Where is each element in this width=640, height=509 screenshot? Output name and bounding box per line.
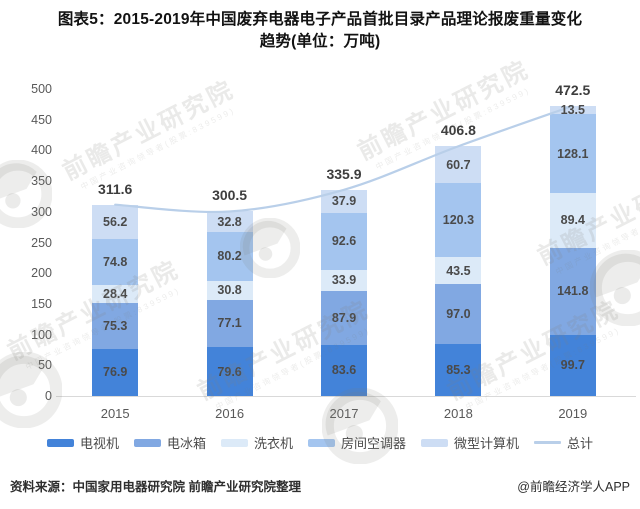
legend-label: 洗衣机 [253, 436, 293, 451]
segment-value-label: 13.5 [560, 103, 585, 118]
segment-value-label: 56.2 [103, 214, 128, 229]
chart-title-line1: 图表5：2015-2019年中国废弃电器电子产品首批目录产品理论报废重量变化 [57, 11, 583, 28]
legend-item: 微型计算机 [421, 433, 519, 452]
segment-value-label: 33.9 [331, 273, 357, 288]
segment-value-label: 89.4 [560, 213, 585, 228]
x-axis-label: 2015 [100, 406, 130, 421]
legend-swatch [133, 438, 161, 447]
legend-line-swatch [534, 441, 562, 444]
bar-segment [549, 247, 596, 335]
y-tick-label: 150 [31, 296, 52, 311]
segment-value-label: 92.6 [331, 234, 357, 249]
y-tick-label: 500 [31, 82, 52, 96]
legend-swatch [46, 438, 74, 447]
y-tick-label: 200 [31, 266, 52, 281]
legend-swatch [421, 438, 449, 447]
y-tick-label: 400 [31, 143, 52, 158]
legend-label: 电视机 [79, 436, 119, 451]
segment-value-label: 87.9 [331, 310, 357, 325]
segment-value-label: 120.3 [442, 213, 475, 228]
legend: 电视机 电冰箱 洗衣机 房间空调器 微型计算机 总计 [0, 433, 640, 452]
legend-item: 总计 [534, 433, 593, 452]
bar-segment [92, 302, 139, 349]
total-value-label: 300.5 [212, 187, 248, 204]
segment-value-label: 80.2 [217, 249, 242, 264]
segment-value-label: 74.8 [103, 255, 128, 270]
segment-value-label: 76.9 [103, 365, 128, 380]
x-axis-label: 2019 [558, 406, 588, 421]
legend-item: 电视机 [46, 433, 119, 452]
plot-area: 0 50 100 150 200 250 300 350 400 450 500 76.9 75.3 2… [0, 60, 640, 426]
x-axis-line [56, 396, 636, 397]
total-value-label: 311.6 [98, 180, 133, 197]
total-value-label: 472.5 [555, 81, 591, 98]
legend-label: 房间空调器 [341, 436, 407, 451]
segment-value-label: 37.9 [331, 194, 357, 209]
segment-value-label: 99.7 [560, 358, 585, 373]
legend-label: 微型计算机 [454, 436, 520, 451]
bar-segment [206, 211, 253, 232]
bar-segment [435, 284, 482, 344]
legend-item: 电冰箱 [133, 433, 206, 452]
credit-text: @前瞻经济学人APP [517, 480, 630, 494]
legend-label: 总计 [567, 436, 594, 451]
total-value-label: 406.8 [440, 122, 476, 139]
bar-segment [92, 239, 139, 286]
bar-segment [206, 280, 253, 300]
y-tick-label: 50 [38, 358, 52, 373]
footer: 资料来源：中国家用电器研究院 前瞻产业研究院整理 @前瞻经济学人APP [0, 476, 640, 495]
x-axis-label: 2017 [329, 406, 359, 421]
segment-value-label: 43.5 [446, 263, 471, 278]
segment-value-label: 85.3 [446, 362, 471, 377]
segment-value-label: 32.8 [217, 214, 242, 229]
y-tick-label: 0 [45, 389, 52, 403]
bar-segment [435, 257, 482, 285]
segment-value-label: 141.8 [557, 284, 589, 299]
bar-segment [435, 343, 482, 396]
segment-value-label: 128.1 [557, 146, 589, 161]
segment-value-label: 30.8 [217, 283, 242, 298]
legend-label: 电冰箱 [166, 436, 206, 451]
source-text: 资料来源：中国家用电器研究院 前瞻产业研究院整理 [10, 480, 301, 494]
bar-segment [549, 334, 596, 396]
y-tick-label: 100 [31, 327, 52, 342]
total-value-label: 335.9 [326, 165, 362, 182]
bar-segment [321, 269, 367, 291]
bar-segment [206, 347, 253, 396]
y-tick-label: 350 [31, 174, 52, 189]
segment-value-label: 97.0 [446, 306, 471, 321]
bar-segment [92, 285, 139, 303]
bar-segment [206, 299, 253, 348]
x-axis-label: 2016 [215, 406, 245, 421]
y-tick-label: 250 [31, 235, 52, 250]
chart-title: 图表5：2015-2019年中国废弃电器电子产品首批目录产品理论报废重量变化 趋势… [0, 9, 640, 53]
y-tick-label: 450 [31, 112, 52, 127]
legend-item: 洗衣机 [220, 433, 293, 452]
bar-segment [321, 290, 367, 345]
segment-value-label: 79.6 [217, 364, 242, 379]
segment-value-label: 28.4 [103, 286, 128, 301]
x-axis-label: 2018 [443, 406, 473, 421]
bar-segment [92, 348, 139, 396]
segment-value-label: 60.7 [446, 157, 471, 172]
legend-swatch [308, 438, 335, 447]
chart-title-line2: 趋势(单位：万吨) [259, 33, 381, 50]
segment-value-label: 83.6 [331, 363, 357, 378]
segment-value-label: 77.1 [217, 316, 242, 331]
y-tick-label: 300 [31, 204, 52, 219]
bar-segment [321, 344, 367, 396]
bar-segment [321, 213, 367, 270]
legend-item: 房间空调器 [308, 433, 406, 452]
segment-value-label: 75.3 [103, 318, 128, 333]
bar-segment [206, 231, 253, 281]
legend-swatch [220, 438, 248, 447]
